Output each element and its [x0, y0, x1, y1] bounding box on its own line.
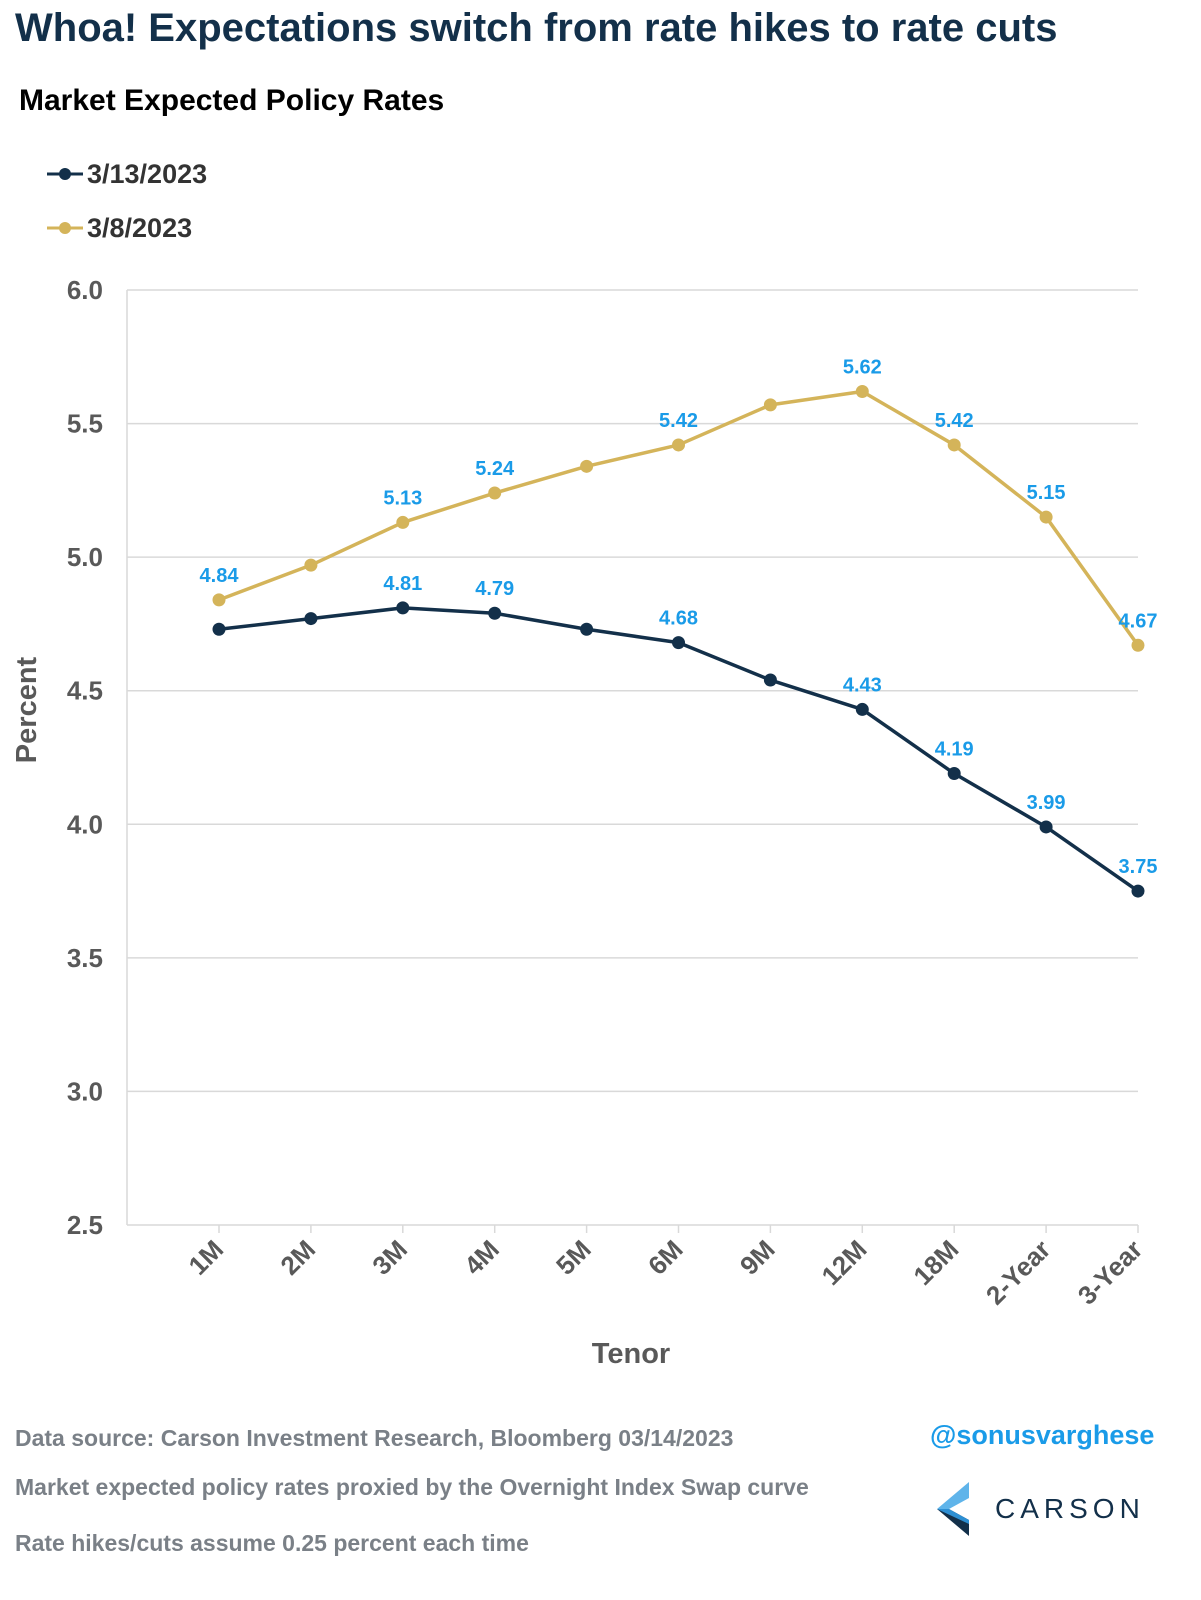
x-tick-label: 2M: [274, 1234, 321, 1281]
data-label: 3.75: [1119, 856, 1158, 878]
data-source: Data source: Carson Investment Research,…: [15, 1425, 734, 1451]
data-point: [763, 673, 777, 687]
data-point: [672, 636, 685, 650]
carson-logo: CARSON: [935, 1478, 1165, 1540]
data-point: [947, 438, 961, 452]
series-line-3-13-2023: [218, 606, 1140, 893]
y-tick-label: 5.0: [67, 542, 103, 572]
footnote-assumption: Rate hikes/cuts assume 0.25 percent each…: [15, 1530, 529, 1556]
legend-marker-gold: [47, 222, 83, 234]
data-point: [1039, 820, 1053, 834]
carson-logo-text: CARSON: [995, 1493, 1145, 1524]
author-handle[interactable]: @sonusvarghese: [930, 1420, 1155, 1450]
data-point: [304, 612, 318, 626]
x-tick-label: 3-Year: [1072, 1234, 1148, 1310]
data-label: 5.42: [935, 410, 974, 432]
y-tick-label: 3.0: [67, 1076, 103, 1106]
data-point: [580, 622, 594, 636]
x-axis-title: Tenor: [592, 1338, 670, 1370]
data-point: [1131, 884, 1145, 898]
data-label: 5.62: [843, 357, 882, 379]
carson-logo-icon: [937, 1482, 969, 1536]
data-point: [396, 515, 410, 529]
x-tick-label: 12M: [816, 1234, 873, 1291]
legend-item-3-13-2023: 3/13/2023: [45, 156, 207, 192]
headline: Whoa! Expectations switch from rate hike…: [15, 6, 1058, 50]
data-label: 4.68: [659, 608, 698, 630]
x-tick-label: 18M: [907, 1234, 964, 1291]
data-label: 5.42: [659, 410, 698, 432]
data-label: 4.79: [475, 578, 514, 600]
data-point: [304, 558, 318, 572]
x-tick-label: 2-Year: [980, 1234, 1056, 1310]
legend-item-3-8-2023: 3/8/2023: [45, 210, 192, 246]
x-tick-label: 5M: [550, 1234, 597, 1281]
data-point: [212, 593, 226, 607]
chart-subtitle: Market Expected Policy Rates: [19, 84, 445, 117]
data-point: [580, 459, 594, 473]
data-label: 4.81: [383, 573, 422, 595]
data-label: 4.67: [1119, 610, 1158, 632]
legend-label: 3/13/2023: [87, 158, 208, 189]
data-point: [212, 622, 226, 636]
legend-label: 3/8/2023: [87, 212, 193, 243]
data-label: 5.15: [1027, 482, 1066, 504]
data-point: [763, 398, 777, 412]
footnote-methodology: Market expected policy rates proxied by …: [15, 1474, 809, 1500]
x-tick-label: 1M: [182, 1234, 229, 1281]
data-point: [672, 438, 685, 452]
y-tick-label: 6.0: [67, 275, 103, 305]
y-axis-title: Percent: [11, 656, 43, 763]
data-label: 3.99: [1027, 792, 1066, 814]
y-tick-label: 3.5: [67, 943, 103, 973]
data-label: 4.19: [935, 739, 974, 761]
y-tick-label: 4.5: [67, 676, 103, 706]
data-label: 5.13: [383, 487, 422, 509]
data-point: [396, 601, 410, 615]
data-point: [947, 767, 961, 781]
data-label: 5.24: [475, 458, 515, 480]
gridlines: [126, 289, 1139, 1233]
x-tick-label: 6M: [642, 1234, 689, 1281]
line-chart: 2.5 3.0 3.5 4.0 4.5 5.0 5.5 6.0 1M 2M 3M 4M 5M 6M 9M 12…: [11, 275, 1158, 1370]
data-label: 4.84: [200, 565, 240, 587]
data-labels: 4.81 4.79 4.68 4.43 4.19 3.99 3.75 4.84 5.13 5.24…: [200, 357, 1158, 879]
data-point: [855, 702, 869, 716]
legend-marker-navy: [47, 168, 83, 180]
x-tick-label: 9M: [734, 1234, 781, 1281]
data-point: [855, 385, 869, 399]
data-point: [1039, 510, 1053, 524]
data-point: [1131, 638, 1145, 652]
y-tick-label: 4.0: [67, 809, 103, 839]
series-layer: [212, 385, 1145, 898]
data-label: 4.43: [843, 674, 882, 696]
y-tick-label: 5.5: [67, 409, 103, 439]
x-tick-label: 3M: [366, 1234, 413, 1281]
y-tick-label: 2.5: [67, 1210, 103, 1240]
data-point: [488, 486, 502, 500]
data-point: [488, 606, 502, 620]
x-tick-label: 4M: [458, 1234, 505, 1281]
